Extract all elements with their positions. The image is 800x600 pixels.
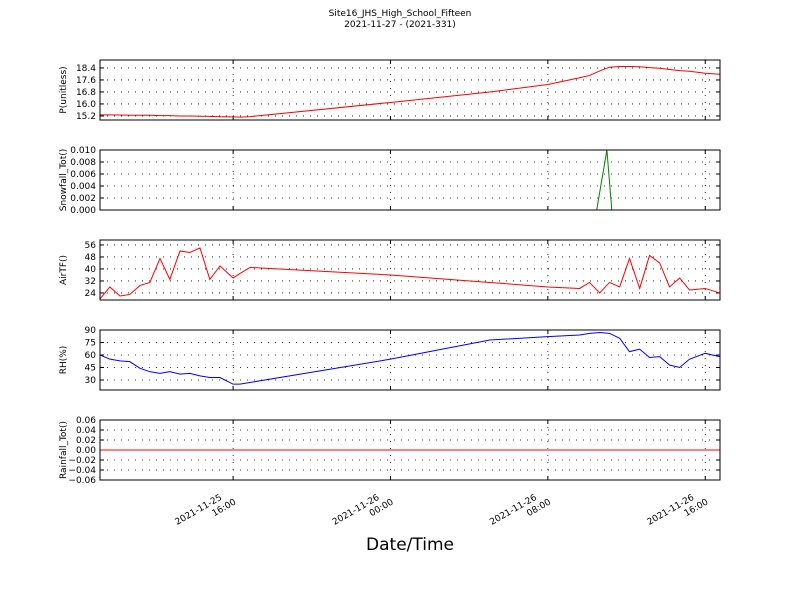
y-tick-label: 48 xyxy=(85,253,97,263)
y-tick-label: 0.004 xyxy=(70,182,96,192)
y-axis-label: P(unitless) xyxy=(59,66,69,113)
y-tick-label: 45 xyxy=(85,364,96,374)
axes-frame xyxy=(99,329,721,391)
y-tick-label: 40 xyxy=(85,265,97,275)
y-tick-label: 0.00 xyxy=(76,446,96,456)
y-tick-label: −0.02 xyxy=(68,456,96,466)
y-tick-label: 75 xyxy=(85,339,96,349)
y-axis-label: Rainfall_Tot() xyxy=(59,421,69,479)
y-axis-label: RH(%) xyxy=(59,346,69,375)
chart-subtitle: 2021-11-27 - (2021-331) xyxy=(344,20,456,30)
axes-frame xyxy=(99,239,721,301)
y-tick-label: 0.04 xyxy=(76,426,96,436)
y-tick-label: 30 xyxy=(85,376,97,386)
y-axis-label: Snowfall_Tot() xyxy=(59,149,69,212)
y-tick-label: −0.06 xyxy=(68,476,96,486)
data-line xyxy=(100,150,720,210)
y-tick-label: 60 xyxy=(85,351,97,361)
y-tick-label: 17.6 xyxy=(76,76,96,86)
data-line xyxy=(100,247,720,300)
axes-frame xyxy=(99,59,721,121)
y-tick-label: 24 xyxy=(85,289,97,299)
y-tick-label: −0.04 xyxy=(68,466,96,476)
y-tick-label: 56 xyxy=(85,241,97,251)
y-tick-label: 16.8 xyxy=(76,88,96,98)
y-tick-label: 32 xyxy=(85,277,96,287)
plot-area xyxy=(100,247,720,300)
y-tick-label: 90 xyxy=(85,326,97,336)
x-tick-label: 2021-11-2608:00 xyxy=(488,488,553,537)
y-tick-label: 18.4 xyxy=(76,64,96,74)
data-line xyxy=(100,331,720,385)
x-tick-label: 2021-11-2600:00 xyxy=(331,488,396,537)
plot-area xyxy=(100,150,720,210)
plot-area xyxy=(100,65,720,118)
y-tick-label: 0.008 xyxy=(70,158,96,168)
y-tick-label: 0.000 xyxy=(70,206,96,216)
y-tick-label: 0.010 xyxy=(70,146,96,156)
chart-title: Site16_JHS_High_School_Fifteen xyxy=(329,9,472,19)
y-tick-label: 0.006 xyxy=(70,170,96,180)
y-tick-label: 15.2 xyxy=(76,112,96,122)
plot-area xyxy=(100,331,720,385)
x-tick-label: 2021-11-2616:00 xyxy=(646,488,711,537)
y-tick-label: 0.02 xyxy=(76,436,96,446)
y-axis-label: AirTF() xyxy=(59,255,69,285)
data-line xyxy=(100,65,720,118)
x-tick-label: 2021-11-2516:00 xyxy=(174,488,239,537)
y-tick-label: 0.06 xyxy=(76,416,96,426)
axes-frame xyxy=(99,419,721,481)
y-tick-label: 16.0 xyxy=(76,100,96,110)
axes-frame xyxy=(99,149,721,211)
y-tick-label: 0.002 xyxy=(70,194,96,204)
x-axis-label: Date/Time xyxy=(366,535,454,555)
